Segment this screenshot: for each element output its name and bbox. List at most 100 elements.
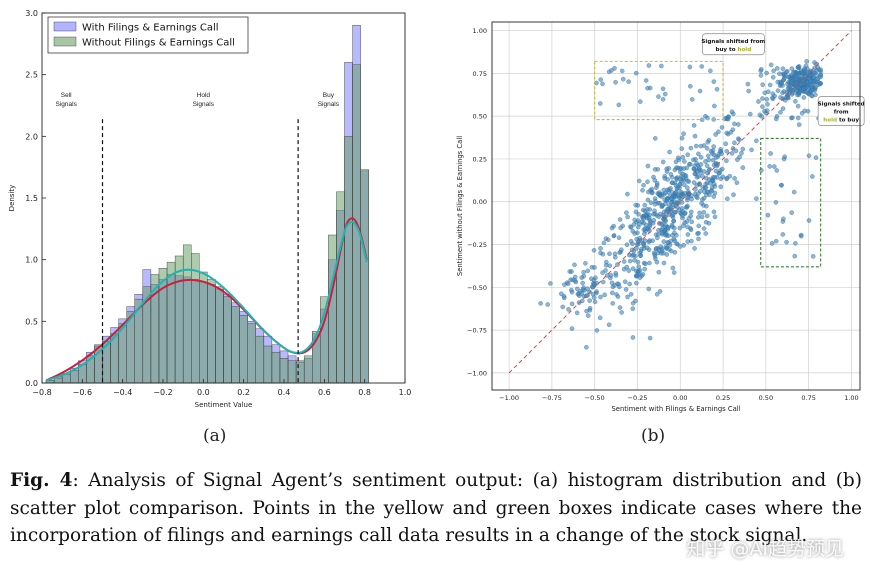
scatter-point <box>701 169 707 174</box>
histogram-bar <box>263 345 273 384</box>
scatter-point <box>645 179 650 184</box>
scatter-point <box>633 70 639 76</box>
scatter-point <box>765 102 770 107</box>
callout: Signals shifted from buy to hold <box>701 33 765 56</box>
scatter-point <box>594 290 599 296</box>
scatter-point <box>710 157 716 163</box>
scatter-point <box>806 153 812 159</box>
scatter-point <box>673 183 679 188</box>
x-axis-label: Sentiment with Filings & Earnings Call <box>611 405 740 413</box>
region-annotation: Hold <box>197 92 211 99</box>
scatter-point <box>659 194 664 199</box>
scatter-point <box>813 155 819 160</box>
scatter-point <box>575 286 580 292</box>
scatter-point <box>813 92 818 98</box>
scatter-point <box>803 89 809 95</box>
scatter-point <box>704 203 709 209</box>
scatter-point <box>569 269 574 274</box>
scatter-point <box>682 182 687 188</box>
scatter-point <box>545 302 550 307</box>
scatter-point <box>672 250 678 255</box>
scatter-point <box>724 158 729 164</box>
scatter-point <box>565 281 571 286</box>
scatter-point <box>591 248 597 253</box>
scatter-point <box>689 209 694 215</box>
legend-label: With Filings & Earnings Call <box>82 23 219 34</box>
scatter-point <box>696 165 702 170</box>
scatter-point <box>703 159 708 164</box>
kde-line-without <box>45 221 368 382</box>
scatter-point <box>732 140 737 145</box>
scatter-point <box>587 298 592 303</box>
scatter-point <box>815 64 820 70</box>
scatter-point <box>638 99 643 104</box>
scatter-point <box>641 182 646 188</box>
scatter-point <box>581 285 586 290</box>
scatter-point <box>640 207 646 213</box>
histogram-bar <box>239 314 248 384</box>
scatter-point <box>674 176 679 181</box>
scatter-point <box>677 244 683 249</box>
callout-box <box>817 96 865 126</box>
histogram-chart: Sell Signals Hold Signals Buy Signals −0.8 −0.6… <box>8 9 411 409</box>
scatter-point <box>591 281 597 287</box>
scatter-point <box>699 214 705 220</box>
scatter-point <box>687 162 693 167</box>
scatter-point <box>602 292 607 298</box>
scatter-point <box>607 263 613 268</box>
scatter-point <box>681 223 686 228</box>
callout-text: buy to hold <box>715 47 751 53</box>
x-tick-label: 0.00 <box>673 394 687 402</box>
scatter-point <box>685 232 691 237</box>
scatter-point <box>648 200 654 205</box>
y-tick-label: 0.00 <box>473 198 487 206</box>
x-tick-label: 0.75 <box>801 394 815 402</box>
scatter-point <box>770 91 776 97</box>
scatter-point <box>767 82 773 88</box>
scatter-point <box>649 186 655 192</box>
scatter-point <box>712 184 718 189</box>
scatter-point <box>681 166 687 171</box>
scatter-point <box>652 253 658 259</box>
scatter-point <box>621 76 626 82</box>
scatter-point <box>799 87 805 92</box>
x-tick-label: −0.6 <box>73 388 92 397</box>
callout-text: Signals shifted from <box>701 39 765 45</box>
scatter-point <box>677 182 683 187</box>
callout-text-part: buy to <box>715 47 737 53</box>
scatter-point <box>729 151 735 156</box>
scatter-point <box>634 280 639 286</box>
scatter-point <box>782 75 787 81</box>
histogram-bar <box>303 355 313 384</box>
scatter-point <box>593 275 598 280</box>
scatter-point <box>600 81 605 87</box>
region-annotation: Signals <box>56 101 78 108</box>
scatter-point <box>654 259 660 265</box>
scatter-point <box>606 69 612 75</box>
scatter-point <box>634 273 639 278</box>
scatter-point <box>661 217 666 222</box>
scatter-point <box>664 246 669 251</box>
scatter-point <box>605 237 611 242</box>
scatter-point <box>696 151 701 157</box>
scatter-point <box>657 289 663 294</box>
x-tick-label: 0.25 <box>716 394 730 402</box>
scatter-point <box>679 135 685 141</box>
scatter-point <box>782 154 787 159</box>
scatter-point <box>665 206 670 212</box>
scatter-point <box>583 261 588 266</box>
histogram-bar <box>166 261 176 384</box>
scatter-point <box>631 222 637 227</box>
scatter-point <box>696 223 702 229</box>
scatter-point <box>624 210 629 215</box>
scatter-point <box>792 253 797 259</box>
scatter-point <box>740 165 746 170</box>
scatter-point <box>710 178 716 183</box>
scatter-point <box>781 216 786 222</box>
scatter-point <box>698 155 704 160</box>
scatter-point <box>786 95 791 101</box>
scatter-point <box>724 130 730 136</box>
scatter-point <box>711 144 716 149</box>
scatter-point <box>768 62 774 68</box>
y-tick-label: 3.0 <box>25 9 38 18</box>
